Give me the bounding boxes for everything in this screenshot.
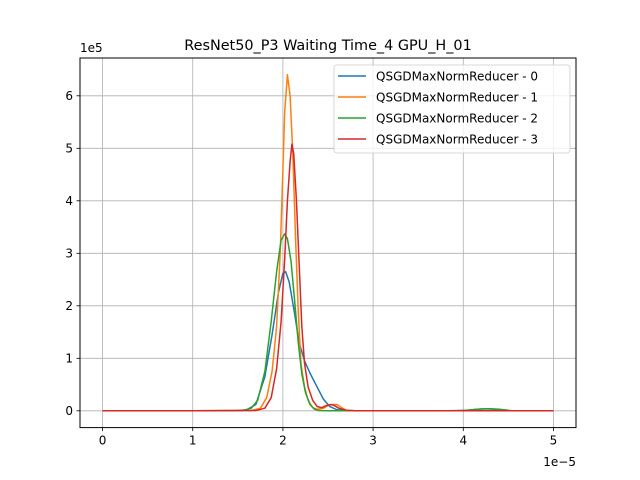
grid (80, 58, 576, 428)
y-tick-label: 4 (65, 194, 73, 208)
series-line (102, 143, 554, 412)
x-tick-label: 3 (369, 434, 377, 448)
y-tick-label: 5 (65, 142, 73, 156)
legend-label: QSGDMaxNormReducer - 0 (376, 70, 538, 84)
y-tick-label: 0 (65, 404, 73, 418)
x-scale-label: 1e−5 (543, 455, 576, 469)
legend: QSGDMaxNormReducer - 0 QSGDMaxNormReducer… (333, 64, 571, 154)
legend-box (333, 64, 571, 154)
plot-frame (79, 57, 577, 429)
y-scale-label: 1e5 (80, 41, 103, 55)
x-tick-label: 0 (99, 434, 107, 448)
legend-label: QSGDMaxNormReducer - 2 (376, 112, 538, 126)
y-tick-label: 6 (65, 89, 73, 103)
series-line (102, 233, 554, 412)
x-tick-label: 5 (550, 434, 558, 448)
series-line (102, 74, 554, 412)
axis-ticks: 0 1 2 3 4 5 0 1 2 3 4 5 6 (65, 89, 557, 448)
legend-label: QSGDMaxNormReducer - 1 (376, 91, 538, 105)
y-tick-label: 3 (65, 247, 73, 261)
y-tick-label: 2 (65, 299, 73, 313)
x-tick-label: 1 (189, 434, 197, 448)
series-lines (102, 74, 554, 412)
chart-title: ResNet50_P3 Waiting Time_4 GPU_H_01 (184, 38, 472, 54)
x-tick-label: 4 (459, 434, 467, 448)
x-tick-label: 2 (279, 434, 287, 448)
y-tick-label: 1 (65, 352, 73, 366)
legend-label: QSGDMaxNormReducer - 3 (376, 133, 538, 147)
